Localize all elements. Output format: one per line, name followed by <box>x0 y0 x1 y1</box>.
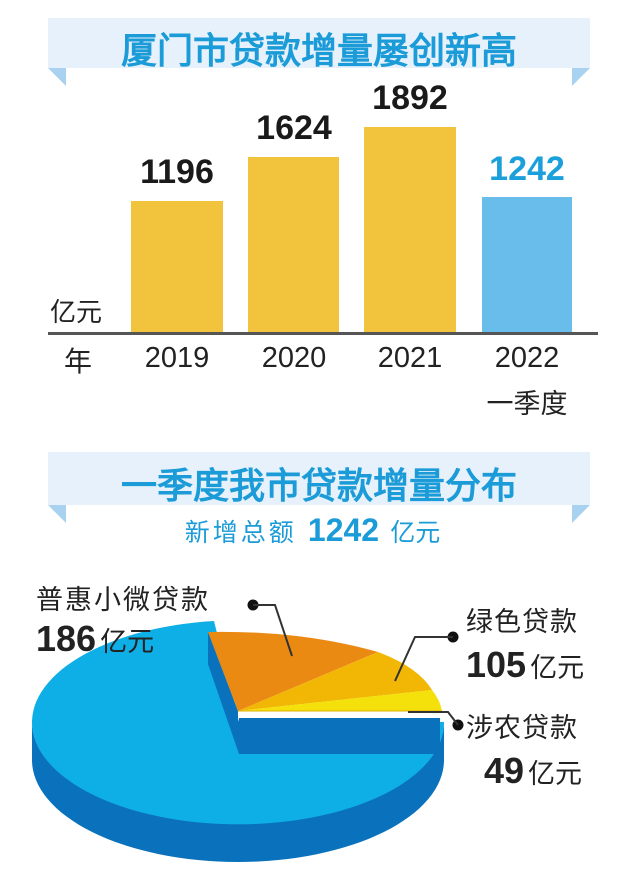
bar-value-2021: 1892 <box>372 79 448 117</box>
puhui-unit: 亿元 <box>100 627 155 658</box>
bar-value-2022: 1242 <box>489 150 565 188</box>
label-puhui-value: 186 亿元 <box>36 618 154 660</box>
subtitle-unit: 亿元 <box>390 518 441 547</box>
agri-value: 49 <box>484 750 525 791</box>
pie-slice-puhui <box>208 631 378 711</box>
bar-2021 <box>364 127 456 332</box>
label-agri-name: 涉农贷款 <box>466 713 578 744</box>
green-unit: 亿元 <box>530 653 585 684</box>
callout-green <box>394 631 459 682</box>
x-label-2019: 2019 <box>144 342 210 374</box>
x-label-2022: 2022 <box>494 342 560 374</box>
y-unit-label: 亿元 <box>50 298 103 328</box>
label-green-name: 绿色贷款 <box>466 607 578 638</box>
x-axis-title: 年 <box>64 345 93 378</box>
x-label-2021: 2021 <box>377 342 443 374</box>
x-label-2022-quarter: 一季度 <box>486 389 568 420</box>
ribbon2-fold-right <box>572 505 590 523</box>
bar-value-2020: 1624 <box>256 109 332 147</box>
pie-cut-wall-left <box>208 632 239 754</box>
puhui-value: 186 <box>36 618 97 659</box>
bar-2020 <box>248 157 339 332</box>
x-label-2020: 2020 <box>261 342 327 374</box>
callout-puhui <box>247 599 293 657</box>
ribbon-fold-left <box>48 68 66 86</box>
label-agri-value: 49 亿元 <box>484 750 582 792</box>
ribbon2-fold-left <box>48 505 66 523</box>
label-green-value: 105 亿元 <box>466 644 584 686</box>
label-puhui-name: 普惠小微贷款 <box>36 585 210 616</box>
pie-slice-agri <box>238 690 442 711</box>
chart2-subtitle: 新增总额 1242 亿元 <box>0 512 625 549</box>
pie-cut-wall-front <box>239 718 440 754</box>
title-ribbon-2: 一季度我市贷款增量分布 <box>48 452 590 507</box>
bar-2022-q1 <box>482 197 572 332</box>
x-axis-line <box>48 332 598 335</box>
chart2-title: 一季度我市贷款增量分布 <box>120 466 517 507</box>
chart1-title: 厦门市贷款增量屡创新高 <box>120 31 517 72</box>
subtitle-prefix: 新增总额 <box>184 518 297 547</box>
green-value: 105 <box>466 644 527 685</box>
bar-value-2019: 1196 <box>140 153 214 191</box>
callout-agri <box>408 711 464 731</box>
pie-slice-green <box>238 652 432 711</box>
subtitle-value: 1242 <box>307 512 380 548</box>
agri-unit: 亿元 <box>528 759 583 790</box>
ribbon-fold-right <box>572 68 590 86</box>
bar-2019 <box>131 201 223 332</box>
wedge-side-left <box>208 632 238 720</box>
pie-main-side <box>32 722 444 862</box>
title-ribbon-1: 厦门市贷款增量屡创新高 <box>48 18 590 72</box>
